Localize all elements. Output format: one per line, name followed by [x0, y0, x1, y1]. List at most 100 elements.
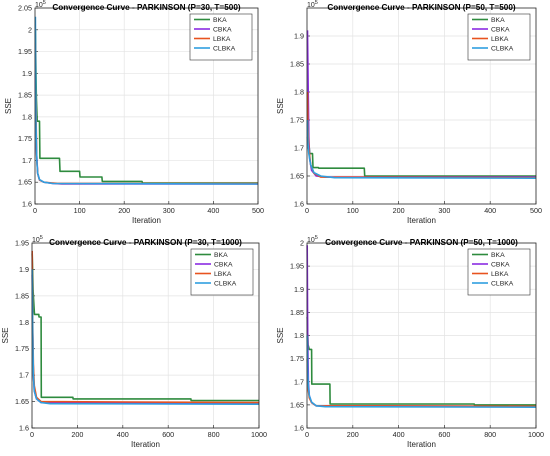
chart-title: Convergence Curve - PARKINSON (P=50, T=5… — [327, 3, 515, 12]
x-tick-label: 300 — [163, 206, 175, 215]
chart-panel-2: 1.6 1.65 1.7 1.75 1.8 1.85 1.9 0 100 200 300 400 500… — [276, 0, 542, 225]
legend-label: CLBKA — [214, 281, 237, 288]
chart-panel-1: 1.6 1.65 1.7 1.75 1.8 1.85 1.9 1.95 2 2.05 0 100 200… — [4, 0, 264, 225]
y-tick-label: 1.7 — [22, 156, 32, 165]
legend-label: CLBKA — [491, 46, 514, 53]
legend: BKA CBKA LBKA CLBKA — [467, 13, 531, 61]
y-tick-label: 1.65 — [290, 172, 304, 181]
x-tick-label: 800 — [208, 430, 220, 439]
y-exponent-label: 105 — [32, 235, 43, 244]
legend-label: BKA — [491, 17, 505, 24]
legend-label: LBKA — [213, 36, 231, 43]
x-axis-label: Iteration — [132, 216, 161, 225]
legend: BKA CBKA LBKA CLBKA — [190, 248, 254, 296]
series-line-clbka — [306, 119, 537, 179]
y-tick-label: 2 — [28, 25, 32, 34]
y-tick-label: 1.95 — [18, 47, 32, 56]
series-line-clbka — [306, 335, 537, 409]
y-axis-label: SSE — [276, 327, 285, 343]
y-tick-label: 1.8 — [22, 112, 32, 121]
y-tick-label: 1.6 — [22, 200, 32, 209]
x-tick-label: 500 — [252, 206, 264, 215]
x-tick-label: 1000 — [528, 430, 544, 439]
x-tick-label: 200 — [347, 430, 359, 439]
x-tick-label: 0 — [305, 430, 309, 439]
y-tick-label: 2.05 — [18, 4, 32, 13]
y-tick-label: 1.9 — [22, 69, 32, 78]
x-tick-label: 600 — [438, 430, 450, 439]
y-tick-label: 1.7 — [294, 144, 304, 153]
y-tick-label: 1.65 — [15, 397, 29, 406]
y-tick-label: 1.85 — [15, 291, 29, 300]
series-line-bka — [306, 316, 536, 406]
legend-label: CLBKA — [213, 46, 236, 53]
legend-label: CLBKA — [491, 281, 514, 288]
x-tick-label: 400 — [484, 206, 496, 215]
y-tick-label: 1.6 — [294, 200, 304, 209]
legend-box — [467, 248, 531, 296]
chart-panel-4: 1.6 1.65 1.7 1.75 1.8 1.85 1.9 1.95 2 0 200 400 600 8… — [276, 235, 544, 449]
y-tick-label: 1.8 — [294, 331, 304, 340]
y-axis-label: SSE — [4, 98, 13, 114]
x-axis-label: Iteration — [131, 440, 160, 449]
x-axis-label: Iteration — [407, 216, 436, 225]
legend-label: LBKA — [491, 271, 509, 278]
x-tick-label: 800 — [484, 430, 496, 439]
y-tick-label: 1.6 — [294, 424, 304, 433]
y-tick-label: 1.65 — [18, 178, 32, 187]
legend-label: CBKA — [491, 27, 510, 34]
y-tick-label: 2 — [300, 239, 304, 248]
legend-label: CBKA — [213, 27, 232, 34]
x-tick-label: 100 — [347, 206, 359, 215]
legend-label: BKA — [214, 252, 228, 259]
y-tick-label: 1.85 — [18, 91, 32, 100]
axes-box — [34, 7, 259, 205]
y-axis-label: SSE — [1, 327, 10, 343]
x-tick-label: 600 — [162, 430, 174, 439]
legend-label: LBKA — [214, 271, 232, 278]
legend-box — [190, 248, 254, 296]
y-tick-label: 1.95 — [290, 262, 304, 271]
y-tick-label: 1.8 — [294, 88, 304, 97]
x-tick-label: 0 — [305, 206, 309, 215]
y-tick-label: 1.7 — [19, 371, 29, 380]
chart-title: Convergence Curve - PARKINSON (P=50, T=1… — [325, 238, 518, 247]
y-axis-label: SSE — [276, 98, 285, 114]
x-tick-label: 0 — [33, 206, 37, 215]
y-tick-label: 1.6 — [19, 424, 29, 433]
legend-label: BKA — [491, 252, 505, 259]
legend-box — [467, 13, 531, 61]
axes-box — [306, 7, 537, 205]
x-tick-label: 0 — [30, 430, 34, 439]
y-tick-label: 1.75 — [15, 344, 29, 353]
chart-title: Convergence Curve - PARKINSON (P=30, T=5… — [52, 3, 240, 12]
x-tick-label: 100 — [74, 206, 86, 215]
legend-label: BKA — [213, 17, 227, 24]
series-line-clbka — [31, 269, 260, 406]
y-tick-label: 1.85 — [290, 60, 304, 69]
x-tick-label: 200 — [118, 206, 130, 215]
legend-box — [189, 13, 253, 61]
x-tick-label: 1000 — [251, 430, 267, 439]
y-tick-label: 1.9 — [294, 285, 304, 294]
y-exponent-label: 105 — [307, 235, 318, 244]
x-tick-label: 500 — [530, 206, 542, 215]
y-tick-label: 1.95 — [15, 239, 29, 248]
x-tick-label: 200 — [71, 430, 83, 439]
series-line-bka — [31, 253, 259, 402]
y-tick-label: 1.9 — [19, 265, 29, 274]
y-tick-label: 1.7 — [294, 377, 304, 386]
series-line-bka — [34, 29, 258, 184]
x-tick-label: 400 — [207, 206, 219, 215]
x-tick-label: 300 — [438, 206, 450, 215]
y-tick-label: 1.65 — [290, 400, 304, 409]
legend-label: LBKA — [491, 36, 509, 43]
x-tick-label: 200 — [393, 206, 405, 215]
legend: BKA CBKA LBKA CLBKA — [189, 13, 253, 61]
legend: BKA CBKA LBKA CLBKA — [467, 248, 531, 296]
y-tick-label: 1.85 — [290, 308, 304, 317]
x-tick-label: 400 — [117, 430, 129, 439]
legend-label: CBKA — [491, 262, 510, 269]
chart-panel-3: 1.6 1.65 1.7 1.75 1.8 1.85 1.9 1.95 0 200 400 600 80… — [1, 235, 267, 449]
